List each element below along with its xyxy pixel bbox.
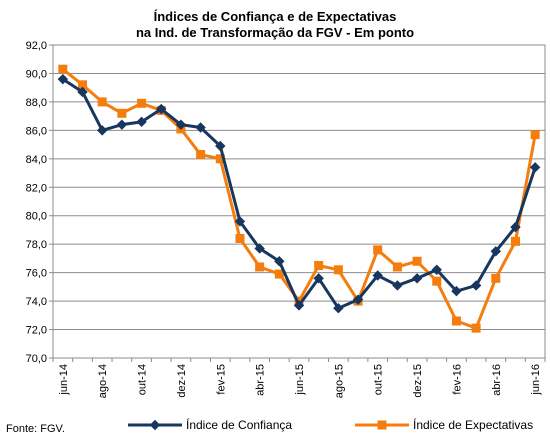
- y-tick-label: 84,0: [26, 154, 47, 166]
- y-tick-label: 78,0: [26, 239, 47, 251]
- x-tick-label: dez-15: [412, 364, 424, 398]
- data-point: [451, 316, 461, 326]
- data-point: [195, 122, 206, 133]
- data-point: [274, 256, 285, 267]
- data-point: [510, 221, 521, 233]
- data-point: [392, 262, 402, 272]
- chart-title-line1: Índices de Confiança e de Expectativas: [154, 9, 397, 24]
- data-point: [57, 73, 69, 85]
- legend-marker: [377, 420, 387, 430]
- x-tick-label: jun-15: [294, 364, 306, 396]
- data-point: [411, 273, 423, 284]
- x-tick-label: jun-14: [58, 364, 70, 396]
- data-point: [431, 264, 442, 275]
- chart-title-line2: na Ind. de Transformação da FGV - Em pon…: [136, 25, 414, 40]
- y-tick-label: 80,0: [26, 211, 47, 223]
- y-tick-label: 76,0: [26, 268, 47, 280]
- x-tick-label: out-14: [137, 364, 149, 395]
- data-point: [116, 119, 128, 130]
- data-point: [156, 103, 167, 115]
- data-point: [117, 108, 127, 118]
- data-point: [432, 276, 442, 286]
- data-point: [471, 323, 481, 333]
- y-tick-label: 88,0: [26, 97, 47, 109]
- data-point: [333, 265, 343, 275]
- x-tick-label: abr-16: [491, 364, 503, 396]
- data-point: [451, 285, 462, 297]
- axes: 92,0 90,0 88,0 86,0 84,0 82,0 80,0 78,0 76,0 74,0…: [26, 40, 546, 398]
- y-tick-label: 70,0: [26, 353, 47, 365]
- data-point: [372, 270, 383, 281]
- data-point: [333, 302, 344, 314]
- data-point: [254, 243, 265, 254]
- data-point: [412, 256, 422, 266]
- series-confianca: [57, 73, 541, 314]
- data-point: [470, 280, 482, 291]
- data-point: [175, 119, 187, 130]
- data-point: [530, 130, 540, 140]
- legend-item: Índice de Expectativas: [355, 417, 533, 432]
- y-tick-label: 72,0: [26, 325, 47, 337]
- plot-border: [52, 44, 546, 359]
- data-point: [234, 216, 246, 227]
- data-point: [352, 294, 364, 305]
- data-point: [314, 261, 324, 271]
- data-point: [490, 246, 502, 257]
- legend-marker: [149, 419, 161, 431]
- y-tick-label: 74,0: [26, 296, 47, 308]
- x-tick-label: abr-15: [255, 364, 267, 396]
- data-point: [96, 125, 108, 136]
- source-note: Fonte: FGV.: [6, 423, 65, 435]
- data-point: [77, 86, 88, 98]
- data-point: [196, 150, 206, 160]
- data-point: [58, 64, 68, 74]
- x-tick-label: ago-15: [333, 364, 345, 398]
- legend: Índice de Confiança Índice de Expectativa…: [128, 417, 533, 432]
- y-tick-label: 86,0: [26, 125, 47, 137]
- data-point: [373, 245, 383, 255]
- data-point: [529, 162, 541, 173]
- plot-area: [53, 45, 545, 358]
- data-point: [392, 280, 403, 291]
- y-tick-label: 90,0: [26, 68, 47, 80]
- x-tick-label: fev-15: [215, 364, 227, 395]
- data-point: [137, 98, 147, 108]
- data-point: [274, 269, 284, 279]
- y-tick-label: 92,0: [26, 40, 47, 52]
- data-point: [313, 273, 324, 284]
- data-point: [235, 233, 245, 243]
- x-tick-label: dez-14: [176, 364, 188, 398]
- legend-label: Índice de Confiança: [186, 417, 292, 432]
- x-tick-label: out-15: [373, 364, 385, 395]
- data-point: [255, 262, 265, 272]
- data-point: [510, 236, 520, 246]
- data-point: [97, 97, 107, 107]
- series-group: [57, 64, 541, 333]
- legend-label: Índice de Expectativas: [413, 417, 533, 432]
- data-point: [136, 116, 147, 128]
- data-point: [293, 300, 305, 311]
- data-point: [491, 273, 501, 283]
- legend-item: Índice de Confiança: [128, 417, 292, 432]
- x-tick-label: ago-14: [97, 364, 109, 398]
- x-tick-label: jun-16: [530, 364, 542, 396]
- y-tick-label: 82,0: [26, 182, 47, 194]
- x-tick-label: fev-16: [451, 364, 463, 395]
- data-point: [215, 140, 226, 152]
